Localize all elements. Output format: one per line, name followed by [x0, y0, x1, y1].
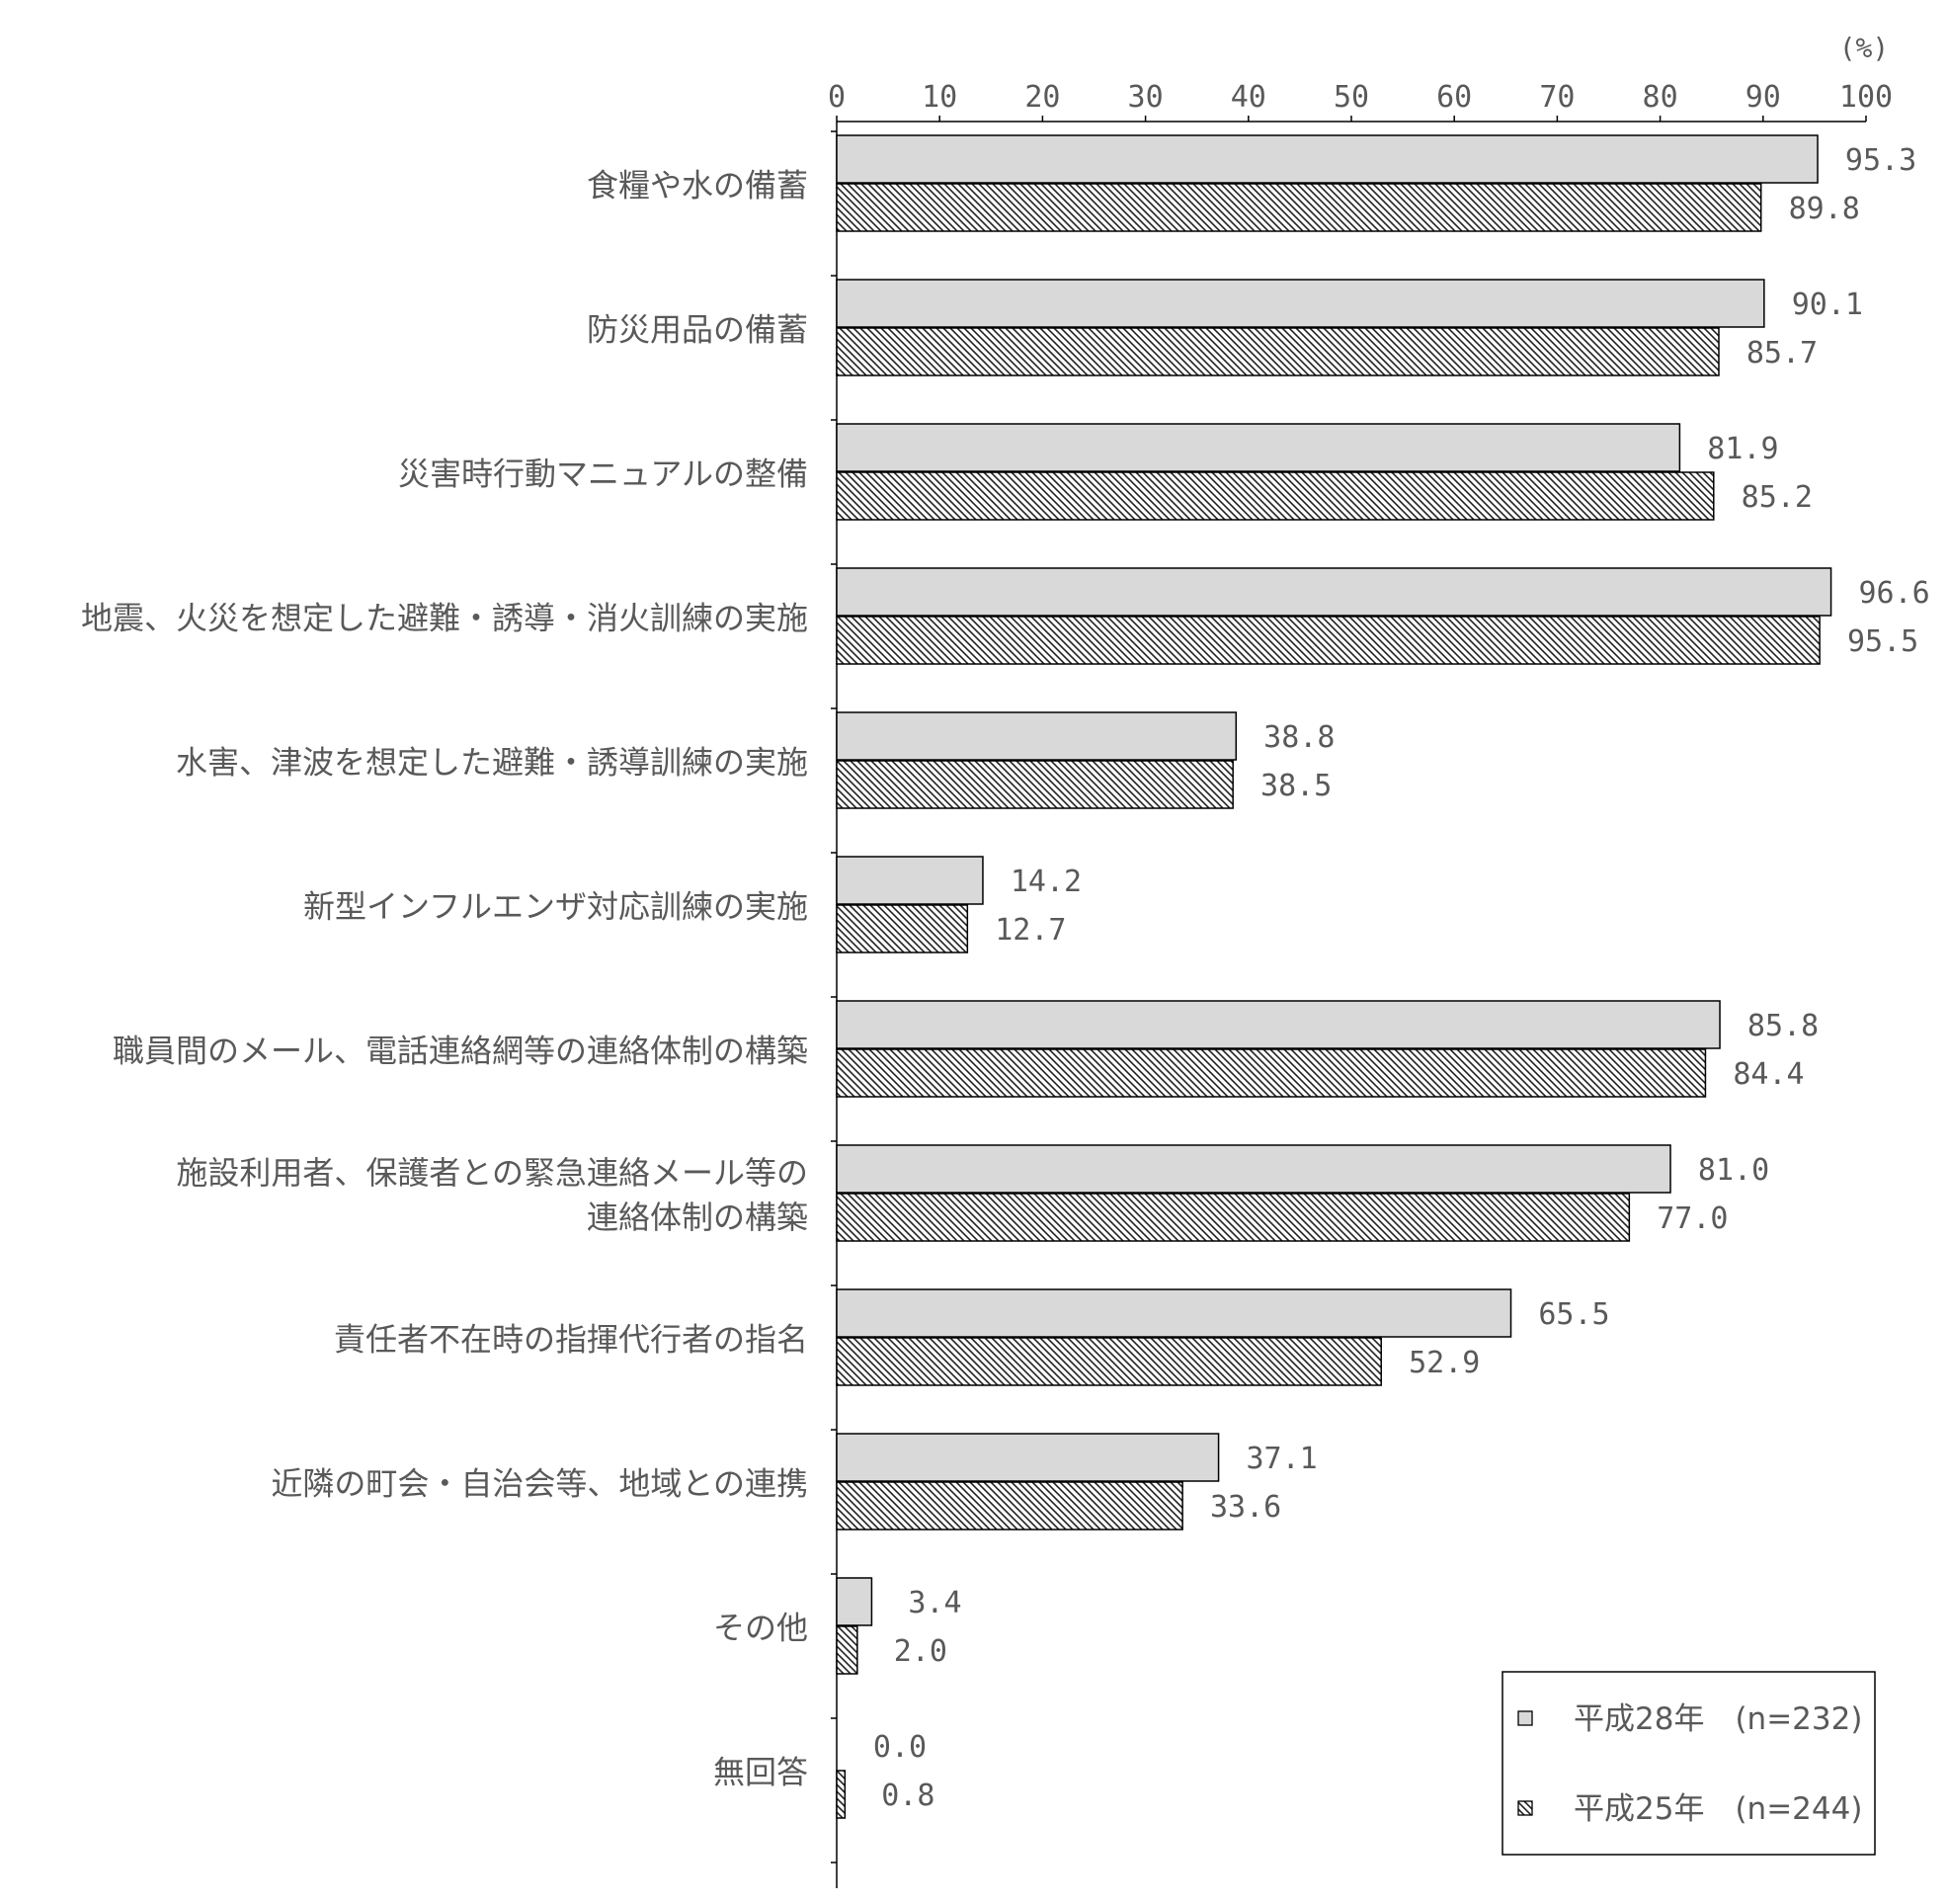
value-label-series0-11: 0.0	[873, 1730, 927, 1765]
bar-series1-10	[836, 1625, 858, 1675]
value-label-series0-2: 81.9	[1707, 432, 1778, 466]
value-label-series0-7: 81.0	[1698, 1153, 1769, 1188]
bar-series1-0	[836, 183, 1762, 232]
value-label-series1-4: 38.5	[1260, 769, 1332, 803]
x-axis: 0 10 20 30 40 50 60 70 80 90 100	[828, 80, 1893, 123]
bar-series1-7	[836, 1193, 1631, 1242]
value-label-series1-9: 33.6	[1210, 1490, 1281, 1525]
value-label-series1-1: 85.7	[1746, 336, 1818, 371]
bar-series1-8	[836, 1337, 1382, 1386]
value-label-series1-5: 12.7	[995, 913, 1066, 948]
bar-series0-9	[836, 1433, 1220, 1482]
value-label-series1-3: 95.5	[1847, 624, 1918, 659]
value-label-series0-5: 14.2	[1011, 865, 1082, 899]
category-label-2: 災害時行動マニュアルの整備	[398, 455, 808, 493]
value-label-series0-9: 37.1	[1246, 1442, 1317, 1476]
bar-series0-5	[836, 856, 984, 905]
value-label-series0-3: 96.6	[1858, 576, 1929, 611]
bar-series0-0	[836, 134, 1819, 184]
category-label-6: 職員間のメール、電話連絡網等の連絡体制の構築	[113, 1033, 808, 1070]
bar-series0-4	[836, 711, 1238, 761]
x-tick-label-6: 60	[1436, 80, 1472, 115]
x-tick-label-1: 10	[922, 80, 957, 115]
bar-series0-1	[836, 279, 1765, 328]
category-label-7-line-0: 施設利用者、保護者との緊急連絡メール等の	[176, 1154, 808, 1192]
value-label-series1-11: 0.8	[881, 1779, 934, 1813]
legend-label-1: 平成25年 (n=244)	[1574, 1791, 1862, 1827]
value-label-series1-7: 77.0	[1657, 1201, 1728, 1236]
category-label-4: 水害、津波を想定した避難・誘導訓練の実施	[176, 744, 808, 782]
category-label-8: 責任者不在時の指揮代行者の指名	[334, 1321, 808, 1359]
bars: 95.3 90.1 81.9 96.6 38.8 14.2 85.8 81.0 65.5 37.1…	[836, 134, 1930, 1819]
bar-series0-2	[836, 423, 1681, 472]
bar-series1-5	[836, 904, 969, 953]
value-label-series0-10: 3.4	[908, 1586, 961, 1620]
value-label-series1-2: 85.2	[1742, 480, 1813, 515]
value-label-series0-8: 65.5	[1538, 1297, 1609, 1332]
x-tick-label-0: 0	[828, 80, 846, 115]
value-label-series1-0: 89.8	[1789, 192, 1860, 226]
unit-label: (%)	[1839, 32, 1890, 64]
category-label-1: 防災用品の備蓄	[587, 311, 808, 349]
x-tick-label-7: 70	[1539, 80, 1575, 115]
legend-label-0: 平成28年 (n=232)	[1574, 1701, 1862, 1737]
value-label-series0-0: 95.3	[1845, 143, 1916, 178]
y-axis: 食糧や水の備蓄防災用品の備蓄災害時行動マニュアルの整備地震、火災を想定した避難・…	[81, 122, 838, 1888]
value-label-series0-4: 38.8	[1263, 720, 1335, 755]
category-label-5: 新型インフルエンザ対応訓練の実施	[303, 888, 808, 926]
x-tick-label-8: 80	[1643, 80, 1678, 115]
x-tick-label-9: 90	[1745, 80, 1781, 115]
bar-series0-3	[836, 567, 1832, 617]
bar-series1-2	[836, 471, 1715, 521]
legend: 平成28年 (n=232) 平成25年 (n=244)	[1502, 1671, 1876, 1856]
x-tick-label-4: 40	[1231, 80, 1266, 115]
bar-series1-6	[836, 1048, 1707, 1098]
bar-series0-8	[836, 1288, 1512, 1338]
value-label-series1-10: 2.0	[894, 1634, 947, 1669]
value-label-series0-6: 85.8	[1747, 1009, 1819, 1043]
value-label-series1-8: 52.9	[1409, 1346, 1480, 1380]
bar-series1-4	[836, 760, 1234, 809]
bar-series1-3	[836, 616, 1821, 665]
legend-box	[1502, 1671, 1876, 1856]
value-label-series0-1: 90.1	[1792, 288, 1863, 322]
category-label-3: 地震、火災を想定した避難・誘導・消火訓練の実施	[81, 600, 808, 637]
x-tick-label-10: 100	[1839, 80, 1893, 115]
x-tick-label-5: 50	[1334, 80, 1369, 115]
legend-swatch-1	[1517, 1800, 1533, 1816]
value-label-series1-6: 84.4	[1733, 1057, 1804, 1092]
category-label-11: 無回答	[713, 1754, 808, 1791]
category-label-7-line-1: 連絡体制の構築	[587, 1199, 808, 1236]
bar-series1-11	[836, 1770, 847, 1819]
x-tick-label-2: 20	[1024, 80, 1060, 115]
x-tick-label-3: 30	[1128, 80, 1164, 115]
legend-swatch-0	[1517, 1710, 1533, 1726]
category-label-10: その他	[713, 1610, 808, 1647]
bar-series1-9	[836, 1481, 1183, 1531]
bar-series1-1	[836, 327, 1720, 376]
bar-series0-10	[836, 1577, 873, 1626]
bar-series0-6	[836, 1000, 1721, 1049]
bar-series0-7	[836, 1144, 1671, 1194]
category-label-0: 食糧や水の備蓄	[587, 167, 808, 205]
category-label-9: 近隣の町会・自治会等、地域との連携	[271, 1465, 808, 1503]
